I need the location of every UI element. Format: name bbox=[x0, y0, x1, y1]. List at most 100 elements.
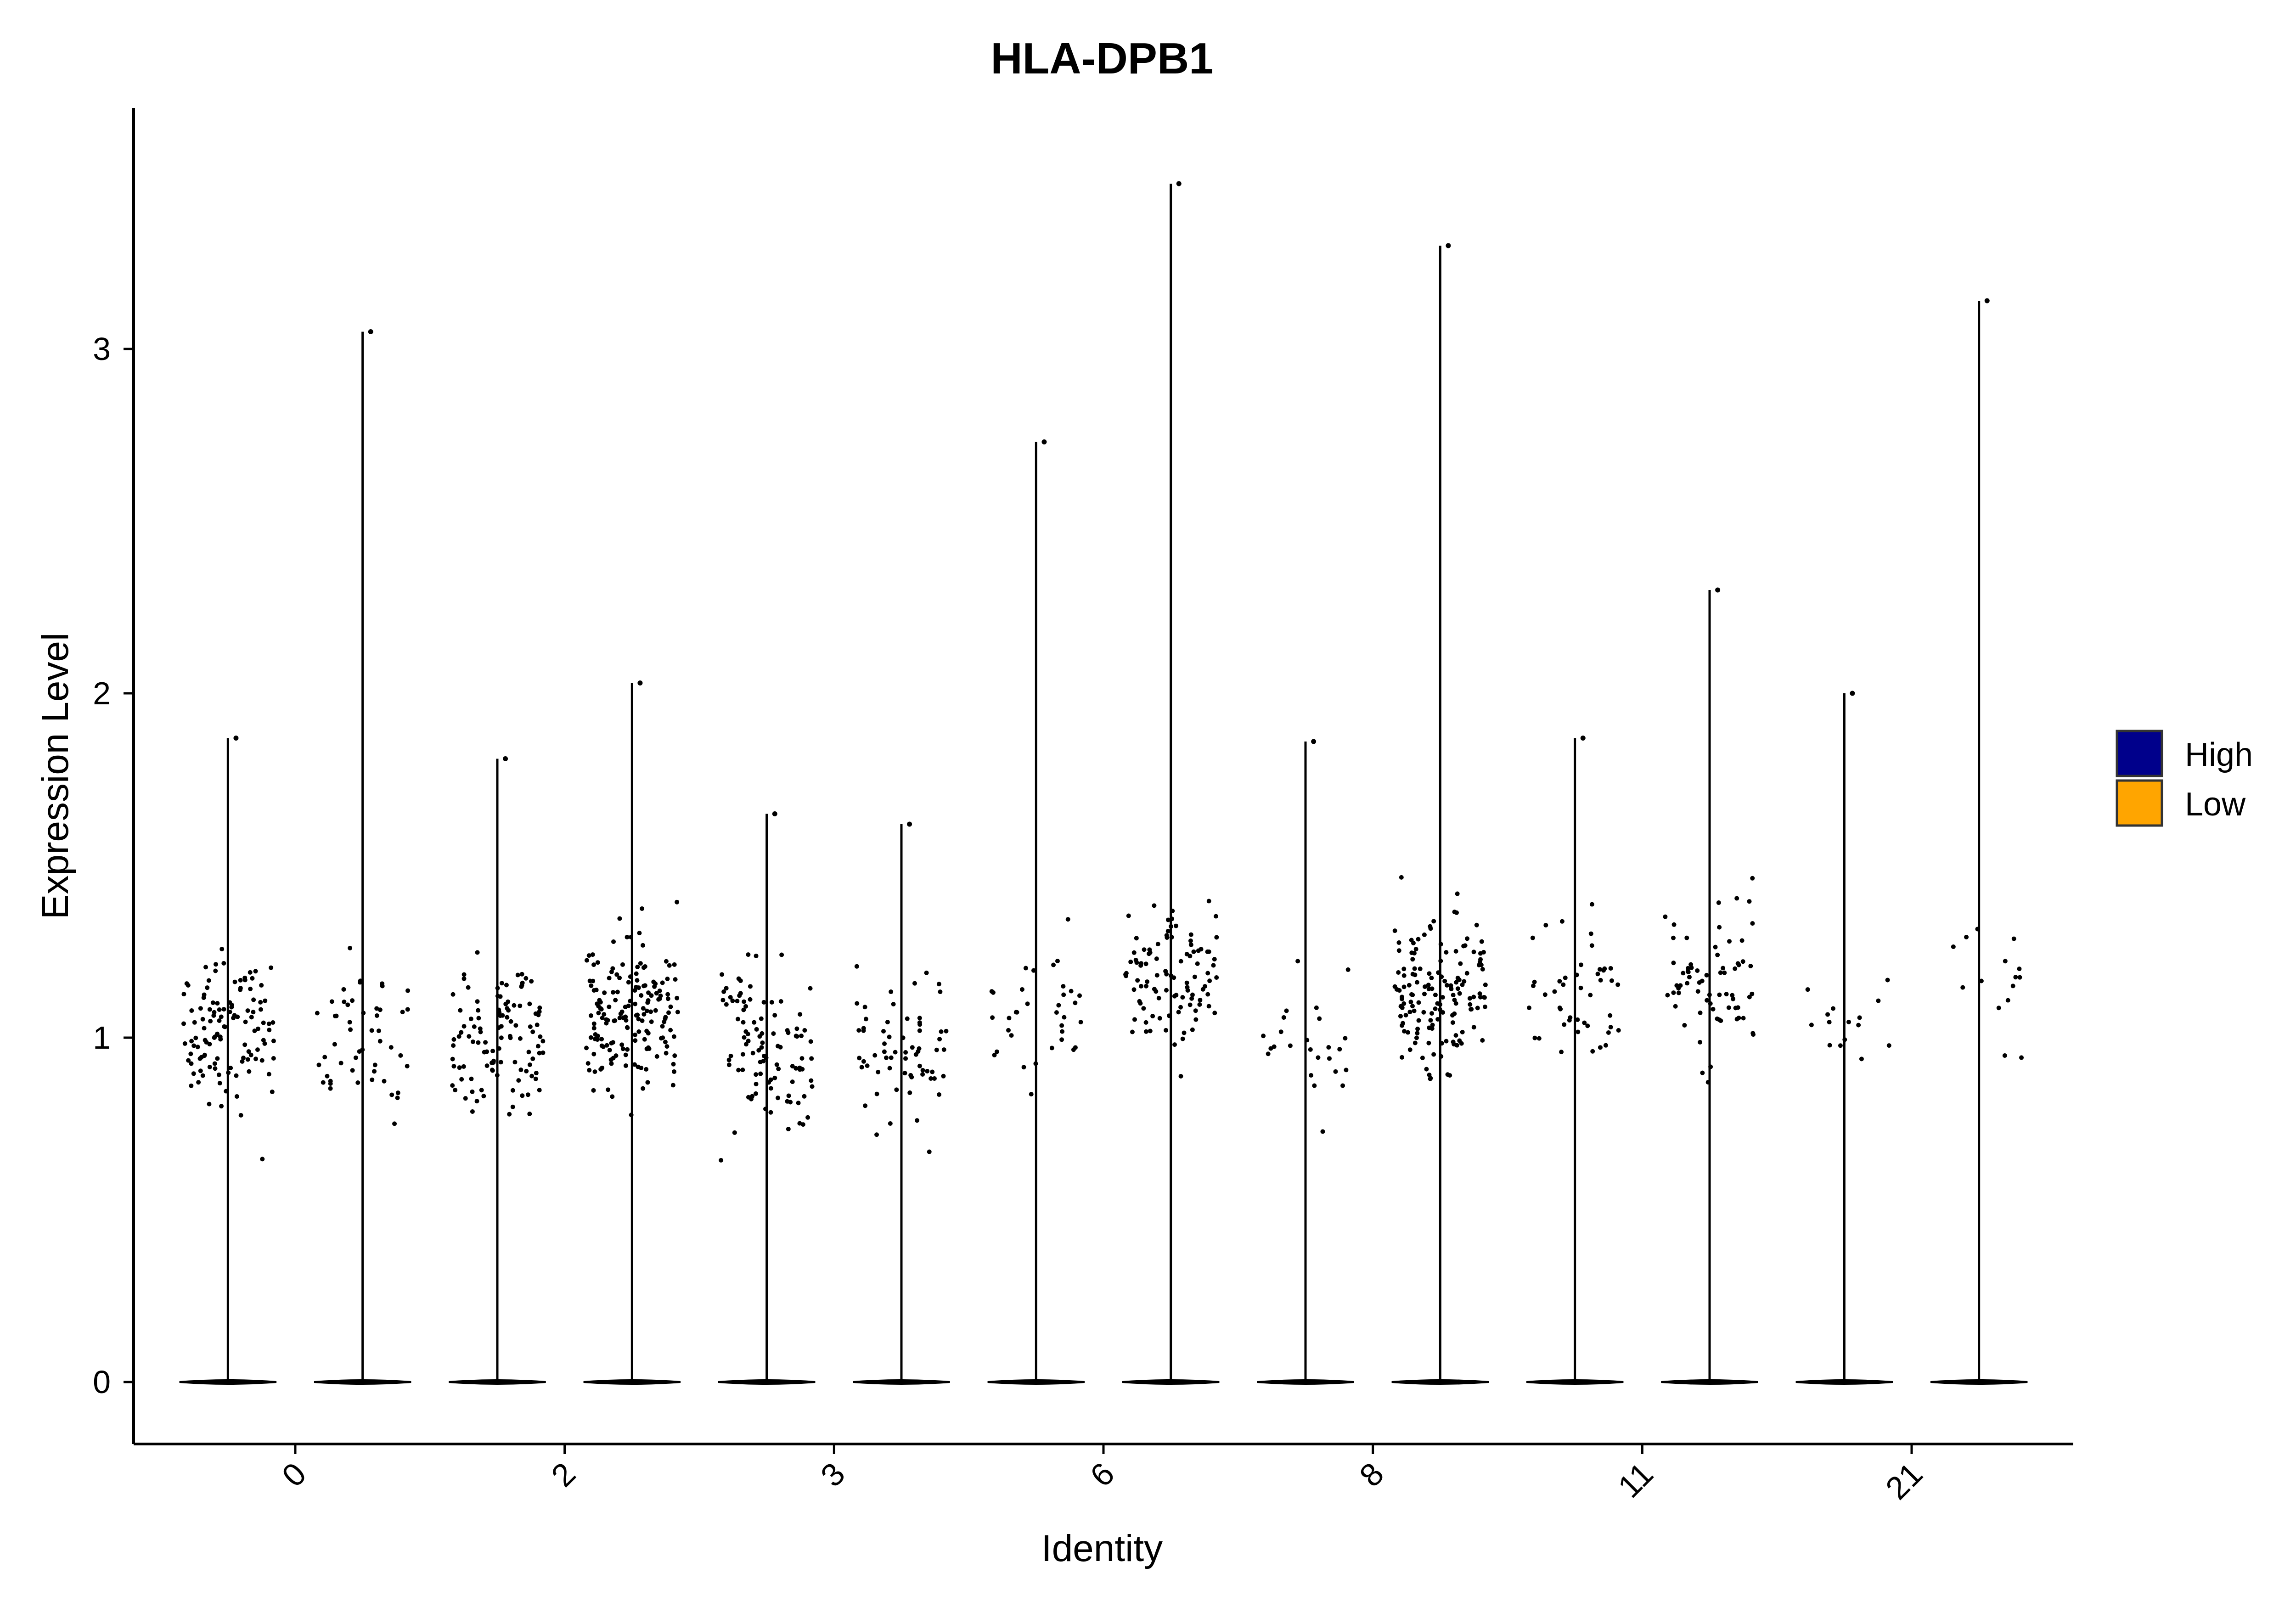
data-point bbox=[207, 1064, 212, 1069]
data-point bbox=[587, 1068, 592, 1073]
data-point bbox=[1345, 967, 1351, 972]
data-point bbox=[405, 988, 411, 993]
data-point bbox=[198, 1006, 203, 1011]
data-point bbox=[595, 1037, 600, 1042]
data-point bbox=[536, 1012, 541, 1017]
data-point bbox=[1029, 1092, 1034, 1097]
data-point bbox=[503, 1001, 508, 1006]
data-point bbox=[1130, 1029, 1135, 1034]
data-point bbox=[888, 1121, 893, 1126]
data-point bbox=[1193, 1017, 1199, 1022]
data-point bbox=[1975, 927, 1980, 932]
data-point bbox=[1747, 899, 1752, 904]
data-point bbox=[1830, 1006, 1835, 1011]
data-point bbox=[202, 1053, 207, 1058]
data-point bbox=[1438, 942, 1443, 947]
data-point bbox=[1579, 962, 1584, 967]
data-point bbox=[1673, 1004, 1678, 1009]
data-point bbox=[481, 1094, 486, 1099]
data-point bbox=[671, 1034, 676, 1039]
data-point bbox=[1059, 1037, 1064, 1042]
data-point bbox=[742, 999, 747, 1004]
data-point bbox=[740, 1068, 745, 1073]
data-point bbox=[1467, 996, 1472, 1001]
data-point bbox=[635, 964, 640, 969]
data-point bbox=[1428, 1076, 1433, 1081]
data-point bbox=[1138, 983, 1143, 989]
data-point bbox=[790, 1079, 795, 1084]
data-point bbox=[482, 1050, 487, 1055]
data-point bbox=[538, 1034, 543, 1039]
data-point bbox=[856, 1028, 861, 1033]
data-point bbox=[1021, 1065, 1026, 1070]
data-point bbox=[1152, 903, 1157, 908]
data-point bbox=[1532, 1035, 1537, 1040]
data-point bbox=[1608, 1025, 1613, 1030]
data-point bbox=[917, 1046, 922, 1051]
data-point bbox=[1685, 981, 1690, 986]
data-point bbox=[756, 1048, 761, 1053]
data-point bbox=[355, 1080, 360, 1085]
data-point bbox=[1465, 936, 1470, 941]
data-point bbox=[912, 981, 917, 986]
data-point bbox=[267, 1028, 272, 1033]
data-point bbox=[528, 1024, 533, 1029]
data-point bbox=[348, 945, 353, 950]
data-point bbox=[1482, 995, 1487, 1000]
data-point bbox=[802, 1028, 807, 1033]
data-point bbox=[498, 994, 503, 999]
data-point bbox=[205, 985, 210, 990]
data-point bbox=[665, 977, 670, 982]
data-point bbox=[328, 1081, 333, 1086]
data-point bbox=[505, 1015, 510, 1020]
data-point bbox=[774, 1062, 779, 1067]
data-point bbox=[810, 1084, 815, 1089]
data-point bbox=[1340, 1083, 1345, 1088]
data-point bbox=[1031, 968, 1036, 973]
data-point-max bbox=[1715, 587, 1721, 593]
data-point bbox=[213, 962, 218, 967]
data-point bbox=[633, 1038, 638, 1043]
data-point bbox=[1536, 1036, 1542, 1041]
data-point bbox=[994, 1049, 999, 1054]
data-point bbox=[219, 947, 225, 952]
data-point bbox=[1606, 1030, 1611, 1035]
data-point bbox=[1568, 1015, 1573, 1020]
data-point bbox=[1409, 992, 1414, 997]
data-point bbox=[903, 1056, 908, 1061]
data-point bbox=[1736, 962, 1741, 967]
data-point bbox=[1748, 963, 1753, 968]
data-point bbox=[1602, 966, 1607, 971]
data-point bbox=[451, 1037, 456, 1042]
data-point bbox=[1049, 1045, 1054, 1051]
data-point bbox=[1724, 992, 1729, 997]
data-point bbox=[1190, 992, 1195, 997]
data-point bbox=[1697, 980, 1702, 985]
data-point bbox=[1704, 972, 1709, 978]
data-point bbox=[504, 983, 509, 988]
data-point bbox=[374, 1006, 379, 1011]
data-point bbox=[1284, 1008, 1289, 1013]
data-point bbox=[790, 1064, 795, 1069]
data-point bbox=[592, 1069, 597, 1074]
data-point bbox=[887, 1034, 892, 1039]
data-point bbox=[1717, 992, 1722, 997]
data-point bbox=[635, 1012, 640, 1017]
data-point bbox=[1750, 921, 1755, 926]
data-point bbox=[1134, 936, 1139, 941]
data-point bbox=[181, 992, 186, 997]
data-point bbox=[1453, 949, 1458, 954]
data-point bbox=[508, 1019, 513, 1024]
data-point bbox=[1444, 1039, 1449, 1044]
data-point bbox=[1576, 1029, 1581, 1034]
data-point bbox=[1421, 1010, 1426, 1015]
data-point bbox=[1206, 949, 1211, 954]
data-point bbox=[1414, 1035, 1419, 1040]
data-point bbox=[586, 953, 591, 958]
data-point bbox=[1410, 957, 1415, 962]
data-point bbox=[743, 1004, 748, 1009]
data-point bbox=[518, 1003, 523, 1008]
data-point bbox=[518, 1068, 523, 1073]
y-axis-label: Expression Level bbox=[34, 633, 76, 919]
